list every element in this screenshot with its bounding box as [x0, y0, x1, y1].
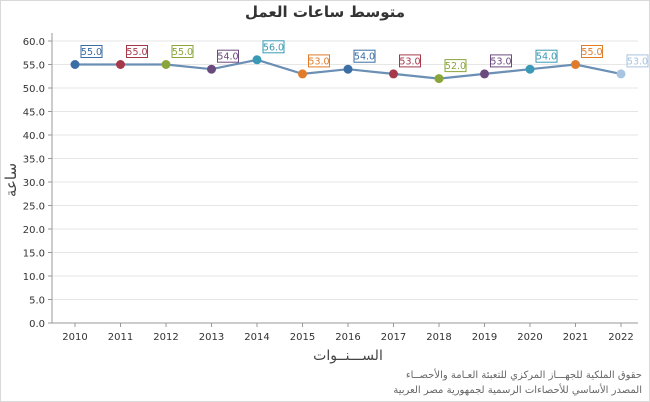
- y-tick-label: 50.0: [23, 84, 45, 95]
- x-tick-label: 2016: [335, 332, 360, 343]
- x-tick-label: 2015: [290, 332, 315, 343]
- y-tick-labels: 0.0 5.0 10.0 15.0 20.0 25.0 30.0 35.0 40.0 45.0 50…: [23, 37, 45, 330]
- data-label: 53.0: [490, 56, 511, 67]
- data-point: [571, 60, 580, 69]
- data-point: [480, 69, 489, 79]
- grid-lines: [48, 40, 638, 324]
- y-tick-label: 40.0: [23, 131, 45, 142]
- data-label-box: [490, 54, 512, 68]
- data-label-box: [262, 40, 285, 54]
- x-tick-label: 2018: [426, 332, 451, 343]
- y-tick-label: 45.0: [23, 108, 45, 119]
- data-label: 53.0: [627, 56, 648, 67]
- data-label-box: [626, 54, 649, 68]
- data-point: [116, 60, 125, 69]
- y-axis-label: ساعة: [2, 163, 20, 197]
- data-point: [389, 69, 398, 79]
- data-label: 54.0: [536, 52, 557, 63]
- data-label: 53.0: [308, 56, 329, 67]
- data-label-box: [535, 49, 558, 63]
- data-label-box: [581, 45, 603, 58]
- data-label-box: [217, 49, 239, 63]
- data-point: [70, 60, 80, 69]
- data-label: 55.0: [126, 47, 147, 58]
- data-labels: 55.0 55.0 55.0 54.0 56.0 53.0 54.0 53.0 52.0 53.0…: [80, 40, 649, 73]
- data-label-box: [80, 45, 103, 58]
- y-tick-label: 15.0: [23, 249, 45, 260]
- x-tick-labels: 2010 2011 2012 2013 2014 2015 2016 2017 2018 2019…: [62, 323, 634, 343]
- data-label: 55.0: [172, 47, 193, 58]
- data-point: [434, 74, 444, 84]
- x-tick-label: 2014: [244, 332, 269, 343]
- x-tick-label: 2021: [563, 332, 588, 343]
- x-tick-label: 2012: [153, 332, 178, 343]
- data-point: [525, 64, 535, 74]
- data-point: [161, 60, 171, 69]
- y-tick-label: 5.0: [29, 296, 45, 307]
- axes: [51, 33, 638, 324]
- data-point: [616, 69, 626, 79]
- data-point: [298, 69, 307, 79]
- data-label: 54.0: [217, 52, 238, 63]
- y-tick-label: 10.0: [23, 272, 45, 283]
- y-tick-label: 20.0: [23, 225, 45, 236]
- data-label-box: [126, 45, 148, 58]
- data-label-box: [353, 49, 376, 63]
- data-label: 55.0: [581, 47, 602, 58]
- data-label: 53.0: [399, 56, 420, 67]
- y-tick-label: 55.0: [23, 61, 45, 72]
- credit-line-2: المصدر الأساسي للأحصاءات الرسمية لجمهوري…: [393, 385, 642, 396]
- x-axis-label: الســـنــوات: [313, 348, 383, 364]
- data-label-box: [308, 54, 330, 68]
- credit-line-1: حقوق الملكية للجهـــاز المركزي للتعبئة ا…: [405, 370, 642, 381]
- data-points: [70, 55, 626, 84]
- data-label: 55.0: [81, 47, 102, 58]
- x-tick-label: 2020: [517, 332, 542, 343]
- data-point: [343, 64, 353, 74]
- x-tick-label: 2017: [381, 332, 406, 343]
- data-label-box: [399, 54, 421, 68]
- data-point: [252, 55, 262, 65]
- x-tick-label: 2011: [108, 332, 133, 343]
- y-tick-label: 60.0: [23, 37, 45, 48]
- data-label-box: [171, 45, 194, 58]
- data-point: [207, 64, 216, 74]
- chart-title: متوسط ساعات العمل: [244, 3, 406, 21]
- y-tick-label: 35.0: [23, 155, 45, 166]
- data-label-box: [444, 59, 467, 73]
- x-tick-label: 2010: [62, 332, 87, 343]
- y-tick-label: 30.0: [23, 178, 45, 189]
- data-label: 54.0: [354, 52, 375, 63]
- x-tick-label: 2022: [608, 332, 633, 343]
- x-tick-label: 2019: [472, 332, 497, 343]
- data-label: 52.0: [445, 61, 466, 72]
- data-label: 56.0: [263, 42, 284, 53]
- y-tick-label: 25.0: [23, 202, 45, 213]
- y-tick-label: 0.0: [29, 319, 45, 330]
- x-tick-label: 2013: [199, 332, 224, 343]
